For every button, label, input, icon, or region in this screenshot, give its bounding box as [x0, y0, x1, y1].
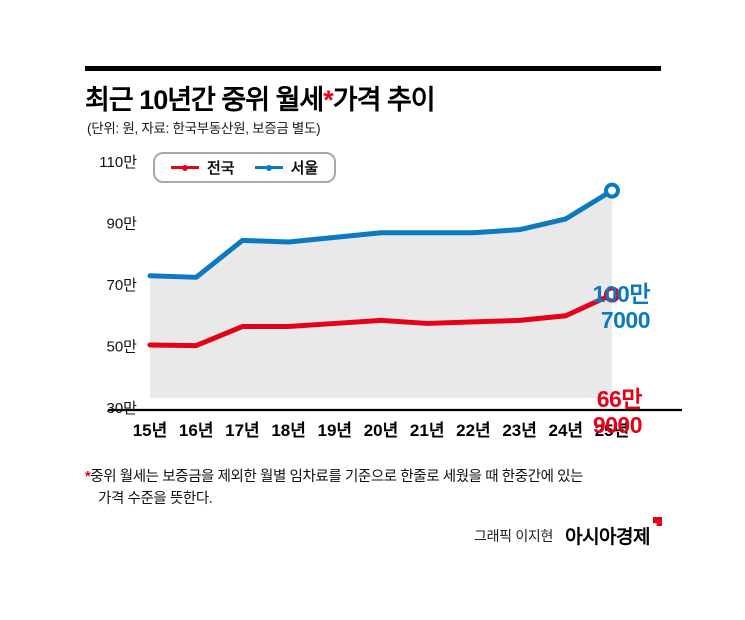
top-rule	[85, 66, 661, 71]
x-axis-tick-label: 18년	[271, 421, 306, 440]
x-axis-tick-label: 20년	[364, 421, 399, 440]
line-chart: 110만 90만 70만 50만 30만 15년 16년 17년 18년 19년 20년 21년 22년…	[0, 140, 745, 450]
series-line-seoul	[147, 188, 615, 280]
brand-logo: 아시아경제	[565, 517, 662, 549]
footnote-asterisk: *	[85, 469, 91, 485]
y-axis-tick-label: 90만	[107, 216, 138, 233]
seoul-line-marker-icon	[254, 164, 283, 171]
legend-label-national: 전국	[207, 160, 235, 177]
seoul-end-value-line2: 7000	[600, 307, 651, 333]
line-chart-plot: 110만 90만 70만 50만 30만 15년 16년 17년 18년 19년 20년 21년 22년…	[99, 154, 682, 440]
footnote: *중위 월세는 보증금을 제외한 월별 임차료를 기준으로 한줄로 세웠을 때 …	[85, 466, 583, 510]
y-axis-tick-label: 110만	[99, 154, 137, 171]
x-axis-tick-label: 23년	[502, 421, 537, 440]
brand-mark-icon	[653, 517, 662, 526]
chart-title-text: 최근 10년간 중위 월세	[85, 85, 324, 115]
series-line-national	[147, 292, 615, 349]
footnote-line1: *중위 월세는 보증금을 제외한 월별 임차료를 기준으로 한줄로 세웠을 때 …	[85, 466, 583, 488]
x-axis-tick-label: 21년	[410, 421, 445, 440]
chart-title-text-2: 가격 추이	[332, 85, 436, 115]
footnote-line2: 가격 수준을 뜻한다.	[98, 491, 213, 507]
national-end-value-line1: 66만	[596, 386, 643, 412]
x-axis-tick-label: 17년	[225, 421, 260, 440]
chart-title: 최근 10년간 중위 월세*가격 추이	[85, 78, 436, 117]
seoul-end-value-label: 100만 7000	[592, 281, 650, 333]
end-marker-seoul	[604, 182, 620, 199]
legend-item-national: 전국	[171, 157, 235, 178]
seoul-end-value-line1: 100만	[592, 281, 650, 307]
title-asterisk: *	[323, 85, 333, 115]
credit-byline: 그래픽 이지현	[474, 527, 554, 544]
legend: 전국 서울	[153, 152, 337, 183]
brand-name: 아시아경제	[565, 527, 650, 548]
national-end-value-line2: 9000	[592, 412, 643, 438]
x-axis-tick-label: 25년	[595, 421, 630, 440]
x-axis-tick-label: 24년	[549, 421, 584, 440]
footnote-text1: 중위 월세는 보증금을 제외한 월별 임차료를 기준으로 한줄로 세웠을 때 한…	[90, 469, 584, 485]
x-axis-tick-label: 19년	[318, 421, 353, 440]
y-axis-tick-label: 50만	[107, 339, 138, 356]
national-line-marker-icon	[171, 164, 199, 171]
x-axis-tick-label: 15년	[133, 421, 168, 440]
national-dot-icon	[182, 164, 188, 171]
legend-label-seoul: 서울	[290, 160, 319, 177]
end-marker-national	[604, 286, 620, 303]
chart-subtitle: (단위: 원, 자료: 한국부동산원, 보증금 별도)	[87, 121, 321, 136]
national-end-value-label: 66만 9000	[592, 386, 643, 438]
legend-item-seoul: 서울	[254, 157, 319, 178]
y-axis-tick-label: 30만	[107, 400, 138, 417]
y-axis-tick-label: 70만	[107, 277, 138, 294]
credit: 그래픽 이지현 아시아경제	[474, 517, 662, 549]
x-axis-tick-label: 22년	[456, 421, 491, 440]
seoul-dot-icon	[265, 164, 272, 171]
x-axis-tick-label: 16년	[179, 421, 214, 440]
